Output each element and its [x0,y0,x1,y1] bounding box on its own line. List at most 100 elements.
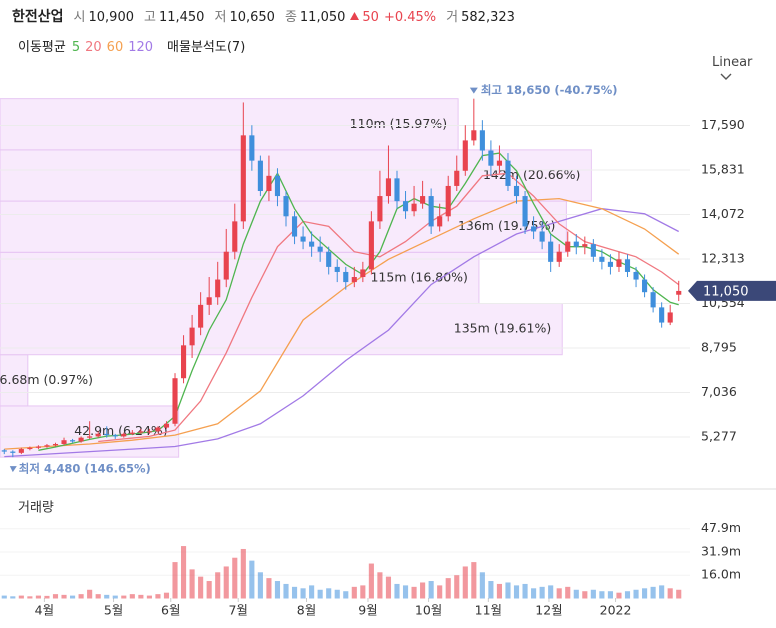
candle-body [437,216,443,227]
candle-body [624,259,631,272]
profile-label[interactable]: 매물분석도(7) [167,40,246,55]
volume-bar [300,588,306,599]
volume-bar [471,562,477,599]
volume-bar [70,595,76,599]
volume-bar [462,566,468,599]
volume-bar [274,581,281,599]
volume-bar [61,594,67,599]
volume-bar [599,591,605,599]
ma-label[interactable]: 이동평균 [18,40,66,55]
volume-bar [104,594,110,599]
x-tick-label: 6월 [161,603,180,618]
volume-bar [138,594,144,599]
volume-bar [650,586,656,599]
candle-body [249,135,255,161]
volume-bar [189,569,195,599]
volume-bar [624,591,631,599]
candle-body [317,246,323,252]
profile-label: 115m (16.80%) [370,269,467,284]
candle-body [206,297,212,305]
volume-bar [52,594,59,599]
open-value: 10,900 [88,10,135,25]
volume-bar [44,595,50,599]
ma-line [4,208,679,458]
x-tick-label: 12월 [535,603,562,618]
volume-bar [215,572,221,599]
volume-bar [317,589,323,599]
candle-body [10,451,16,453]
volume-bar [513,585,520,599]
candle-body [548,241,554,262]
x-tick-label: 8월 [297,603,316,618]
volume-bar [642,588,648,599]
candle-body [676,290,682,295]
candle-body [155,427,161,432]
y-tick-label: 15,831 [701,161,745,176]
close-value: 11,050 [299,10,346,25]
volume-title: 거래량 [18,501,54,516]
candle-body [18,449,24,453]
x-tick-label: 5월 [104,603,123,618]
volume-bar [411,586,417,599]
candle-body [556,251,562,262]
min-marker [9,466,17,473]
volume-bar [488,581,494,599]
volume-bar [659,585,665,599]
volume-bar [556,588,562,599]
y-tick-label: 8,795 [701,339,737,354]
volume-bar [78,594,84,599]
profile-label: 6.68m (0.97%) [0,372,93,387]
change: 50 [362,10,379,25]
candle-body [590,244,596,257]
volume-bar [479,572,485,599]
candle-body [565,241,571,252]
volume-label: 거 [446,10,459,25]
candle-body [274,175,281,197]
volume-bar [198,576,204,599]
candle-body [377,196,383,222]
volume-bar [206,581,212,599]
quote-row: 한전산업 시 10,900 고 11,450 저 10,650 종 11,050 50 … [12,6,515,26]
candle-body [351,277,357,283]
candle-body [505,160,511,186]
volume-bar [385,576,392,599]
legend: 5 20 60 120 [72,40,153,55]
scale-text[interactable]: Linear [712,55,753,70]
legend-entry[interactable]: 20 [85,40,102,55]
volume-bar [368,563,374,599]
volume-bar [573,589,579,599]
candle-body [223,251,229,280]
chevron[interactable] [720,73,732,81]
volume-bar [112,595,118,599]
volume-bar [155,594,161,599]
candle-body [633,271,639,280]
volume-bar [18,595,24,599]
volume-bar [180,546,187,599]
legend-entry[interactable]: 5 [71,40,81,55]
candle-body [240,135,246,222]
volume-bar [121,595,127,599]
candle-body [411,203,417,212]
stock-name: 한전산업 [12,9,64,25]
candle-body [291,216,298,237]
volume-bar [309,585,315,599]
candle-body [300,236,306,242]
candle-body [61,440,67,444]
volume-bar [163,592,170,599]
indicator-row[interactable]: 이동평균 5 20 60 120 매물분석도(7) [18,36,245,55]
volume-bar [257,572,263,599]
profile-label: 136m (19.75%) [458,218,555,233]
candle-body [445,185,451,217]
scale-button[interactable]: Linear [712,55,776,85]
volume-bar [240,548,246,599]
candle-body [642,279,648,293]
legend-entry[interactable]: 60 [106,40,124,55]
volume-bar [496,583,503,599]
candle-body [138,431,144,433]
volume-bar [283,583,289,599]
y-tick-label: 31.9m [701,544,741,559]
profile-bar [0,354,29,407]
candle-body [44,445,50,447]
legend-entry[interactable]: 120 [128,40,154,55]
